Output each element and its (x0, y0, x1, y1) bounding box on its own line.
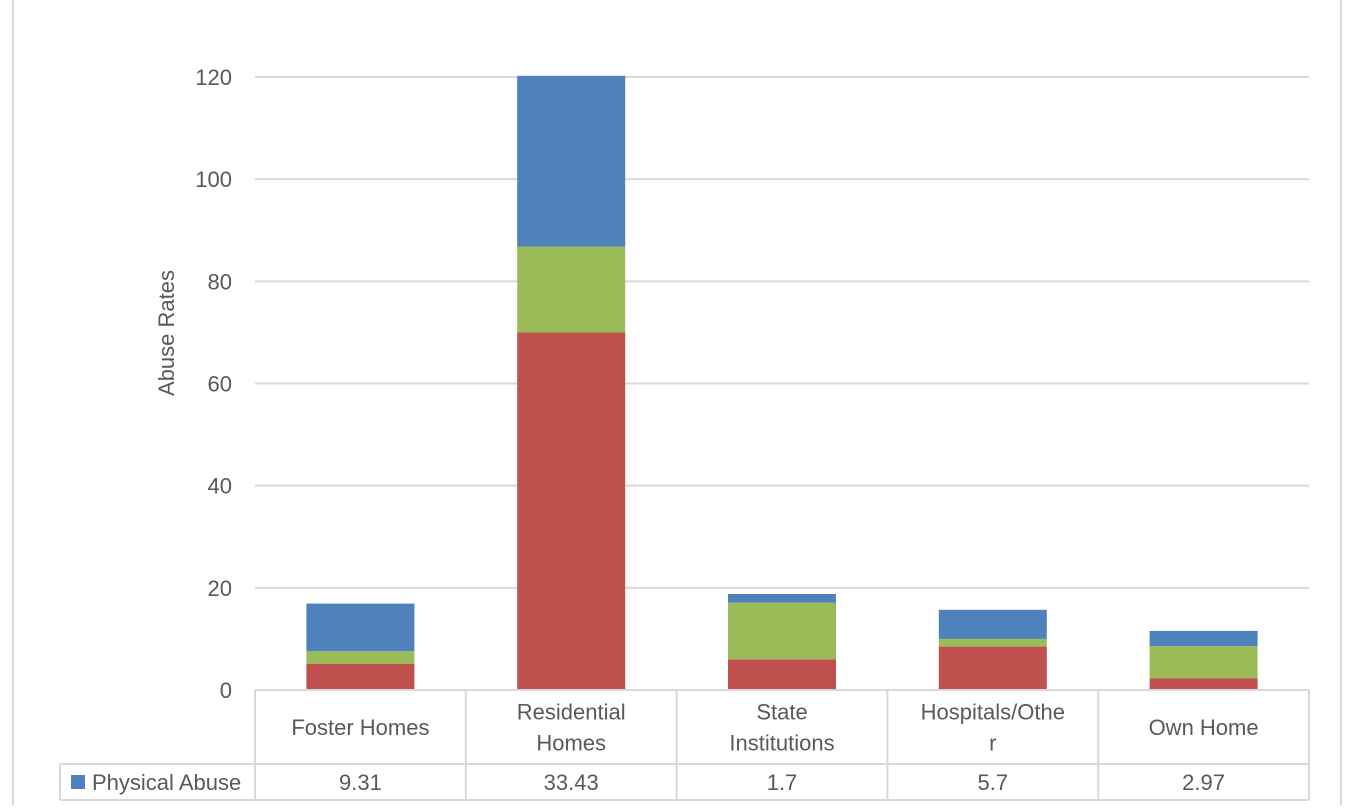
table-value: 33.43 (544, 770, 599, 795)
legend-label: Physical Abuse (92, 770, 241, 795)
category-label: Institutions (729, 731, 834, 756)
category-label: r (989, 731, 996, 756)
bar-segment-physical-abuse (938, 609, 1047, 639)
bar-segment-physical-abuse (1149, 630, 1258, 647)
table-value: 9.31 (339, 770, 382, 795)
bar-segment-physical-abuse (728, 593, 836, 603)
y-tick-label: 20 (208, 576, 232, 601)
y-tick-label: 40 (208, 474, 232, 499)
table-value: 1.7 (767, 770, 798, 795)
bar-segment-red (728, 659, 836, 690)
category-label: Homes (536, 731, 606, 756)
category-label: Residential (517, 700, 626, 725)
bar-segment-green (517, 246, 626, 333)
y-tick-label: 120 (195, 65, 232, 90)
bar-segment-red (517, 332, 626, 690)
table-value: 2.97 (1182, 770, 1225, 795)
y-tick-label: 60 (208, 372, 232, 397)
bar-segment-green (306, 651, 415, 664)
category-label: Hospitals/Othe (921, 700, 1065, 725)
bar-segment-physical-abuse (517, 75, 626, 247)
y-axis-label: Abuse Rates (154, 270, 179, 396)
category-label: Foster Homes (291, 715, 429, 740)
bar-segment-red (938, 646, 1047, 690)
bars (306, 75, 1258, 690)
y-tick-labels: 0 20 40 60 80 100 120 (195, 65, 232, 703)
legend-swatch (71, 775, 85, 789)
bar-segment-physical-abuse (306, 603, 415, 652)
bar-segment-red (1149, 678, 1258, 690)
data-table: Foster Homes Residential Homes State Institu… (59, 689, 1310, 801)
y-tick-label: 0 (220, 678, 232, 703)
category-label: Own Home (1149, 715, 1259, 740)
bar-segment-green (728, 602, 836, 660)
bar-segment-green (938, 638, 1047, 647)
bar-segment-red (306, 663, 415, 690)
category-label: State (756, 700, 807, 725)
table-value: 5.7 (978, 770, 1009, 795)
y-tick-label: 100 (195, 167, 232, 192)
bar-segment-green (1149, 646, 1258, 679)
y-tick-label: 80 (208, 269, 232, 294)
gridlines (255, 76, 1309, 589)
